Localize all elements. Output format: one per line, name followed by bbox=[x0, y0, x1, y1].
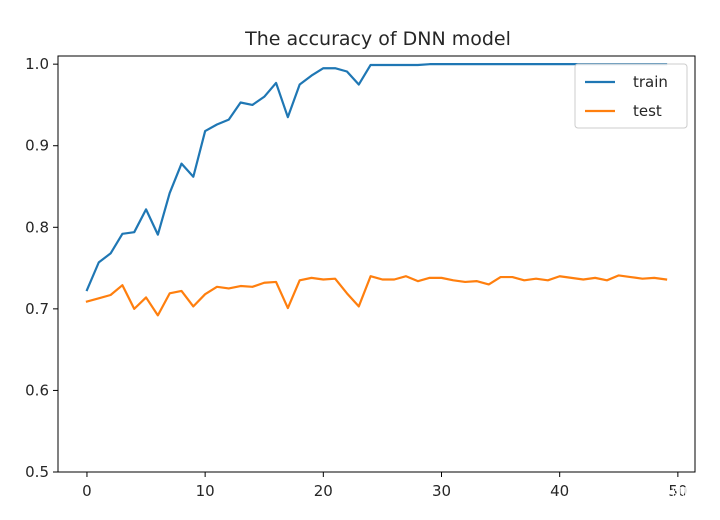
chart-title: The accuracy of DNN model bbox=[244, 28, 511, 50]
x-tick-label: 0 bbox=[82, 482, 92, 500]
y-tick-label: 0.5 bbox=[25, 463, 49, 481]
axes: 0 10 20 30 40 50 0.5 0.6 0.7 0.8 0.9 1.0 bbox=[25, 55, 696, 500]
y-tick-label: 0.6 bbox=[25, 381, 49, 399]
x-tick-label: 10 bbox=[196, 482, 215, 500]
legend-label-test: test bbox=[633, 102, 662, 120]
legend-box bbox=[574, 63, 688, 129]
watermark: 知乎 @天雨栗 bbox=[598, 482, 705, 502]
y-tick-label: 1.0 bbox=[25, 55, 49, 73]
x-tick-label: 50 bbox=[668, 482, 687, 500]
legend-label-train: train bbox=[633, 73, 668, 91]
series-line-test bbox=[85, 274, 668, 317]
y-tick-label: 0.9 bbox=[25, 137, 49, 155]
x-tick-label: 20 bbox=[314, 482, 333, 500]
plot-area bbox=[85, 63, 668, 317]
legend: train test bbox=[574, 63, 688, 129]
series-line-train bbox=[85, 63, 668, 292]
x-tick-label: 40 bbox=[550, 482, 569, 500]
y-tick-label: 0.7 bbox=[25, 300, 49, 318]
axes-frame bbox=[57, 55, 696, 473]
y-tick-label: 0.8 bbox=[25, 218, 49, 236]
x-tick-label: 30 bbox=[432, 482, 451, 500]
